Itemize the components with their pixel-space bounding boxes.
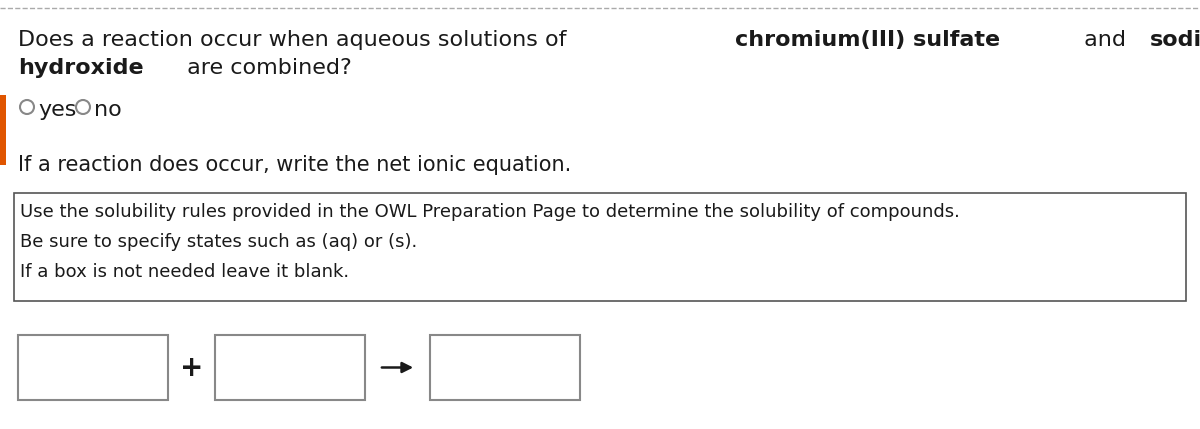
Text: chromium(III) sulfate: chromium(III) sulfate <box>734 30 1000 50</box>
Bar <box>0 95 6 165</box>
Text: sodium: sodium <box>1150 30 1200 50</box>
Text: and: and <box>1078 30 1133 50</box>
Text: +: + <box>180 353 203 381</box>
Text: hydroxide: hydroxide <box>18 58 144 78</box>
Bar <box>215 335 365 400</box>
Text: Use the solubility rules provided in the OWL Preparation Page to determine the s: Use the solubility rules provided in the… <box>20 203 960 221</box>
Text: If a box is not needed leave it blank.: If a box is not needed leave it blank. <box>20 263 349 281</box>
Text: If a reaction does occur, write the net ionic equation.: If a reaction does occur, write the net … <box>18 155 571 175</box>
Bar <box>430 335 580 400</box>
Bar <box>18 335 168 400</box>
Text: Be sure to specify states such as (aq) or (s).: Be sure to specify states such as (aq) o… <box>20 233 418 251</box>
Bar <box>14 193 1186 301</box>
Text: no: no <box>94 100 121 120</box>
Text: Does a reaction occur when aqueous solutions of: Does a reaction occur when aqueous solut… <box>18 30 574 50</box>
Text: are combined?: are combined? <box>180 58 352 78</box>
Text: yes: yes <box>38 100 77 120</box>
